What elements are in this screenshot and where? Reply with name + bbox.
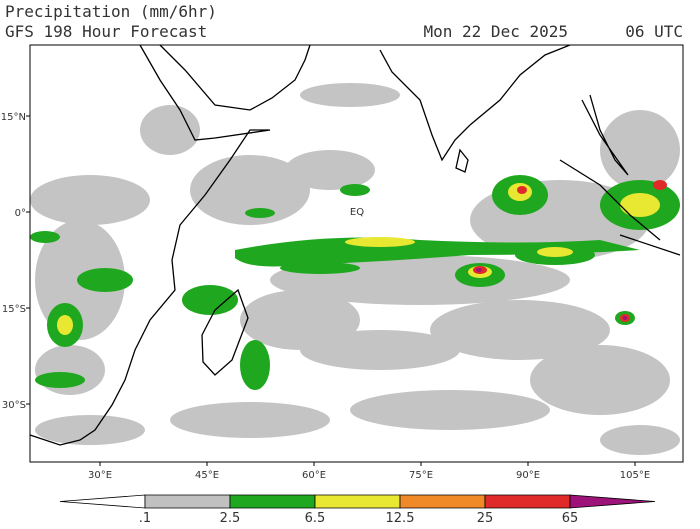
- lon-tick-label: 30°E: [88, 470, 112, 481]
- colorbar-label: 2.5: [220, 511, 241, 525]
- precip-moderate: [30, 175, 680, 390]
- precip-light: [30, 83, 680, 455]
- colorbar-segment: [569, 494, 656, 509]
- colorbar-label: 12.5: [386, 511, 415, 525]
- lon-tick-label: 60°E: [302, 470, 326, 481]
- colorbar-segment: [484, 494, 571, 509]
- lat-tick-label: 0°: [15, 208, 26, 219]
- lon-tick-label: 75°E: [409, 470, 433, 481]
- lon-tick-label: 45°E: [195, 470, 219, 481]
- time: 06 UTC: [625, 22, 683, 41]
- colorbar-segment: [144, 494, 231, 509]
- map-frame: [29, 44, 684, 463]
- colorbar-segment: [314, 494, 401, 509]
- equator-label: EQ: [350, 207, 364, 218]
- subtitle: GFS 198 Hour Forecast: [5, 22, 207, 41]
- colorbar-label: 65: [562, 511, 579, 525]
- colorbar-segment: [399, 494, 486, 509]
- date: Mon 22 Dec 2025: [424, 22, 569, 41]
- lat-tick-label: 30°S: [2, 400, 26, 411]
- lon-tick-label: 90°E: [516, 470, 540, 481]
- lat-tick-label: 15°S: [2, 304, 26, 315]
- colorbar-label: .1: [139, 511, 151, 525]
- map: EQ: [29, 44, 684, 463]
- lon-tick-label: 105°E: [620, 470, 650, 481]
- colorbar-segment: [59, 494, 146, 509]
- precip-extreme: [476, 268, 627, 320]
- title: Precipitation (mm/6hr): [5, 2, 217, 21]
- colorbar-segment: [229, 494, 316, 509]
- colorbar-label: 25: [477, 511, 494, 525]
- lat-tick-label: 15°N: [1, 112, 26, 123]
- coastlines: [29, 44, 681, 446]
- colorbar-label: 6.5: [305, 511, 326, 525]
